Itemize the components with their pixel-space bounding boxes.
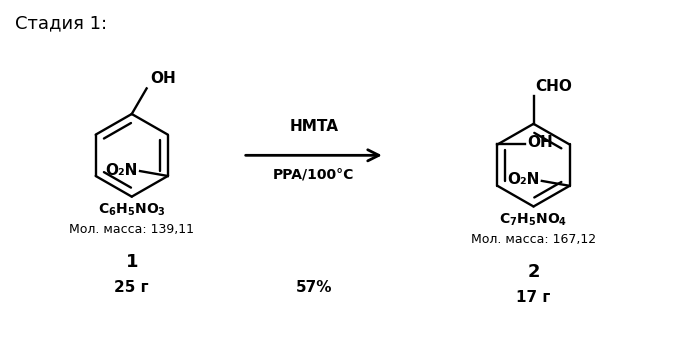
Text: O₂N: O₂N [508, 173, 540, 187]
Text: OH: OH [527, 135, 553, 150]
Text: Мол. масса: 167,12: Мол. масса: 167,12 [471, 233, 596, 246]
Text: $\mathbf{C_7H_5NO_4}$: $\mathbf{C_7H_5NO_4}$ [499, 211, 568, 228]
Text: $\mathbf{C_6H_5NO_3}$: $\mathbf{C_6H_5NO_3}$ [98, 202, 166, 218]
Text: Стадия 1:: Стадия 1: [15, 15, 107, 33]
Text: 1: 1 [125, 253, 138, 271]
Text: 57%: 57% [295, 280, 332, 295]
Text: HMTA: HMTA [289, 119, 338, 134]
Text: 2: 2 [527, 262, 540, 281]
Text: OH: OH [150, 71, 176, 86]
Text: O₂N: O₂N [106, 163, 138, 177]
Text: 17 г: 17 г [517, 290, 551, 305]
Text: PPA/100°C: PPA/100°C [273, 167, 354, 181]
Text: CHO: CHO [536, 79, 573, 94]
Text: 25 г: 25 г [115, 280, 149, 295]
Text: Мол. масса: 139,11: Мол. масса: 139,11 [69, 223, 194, 236]
